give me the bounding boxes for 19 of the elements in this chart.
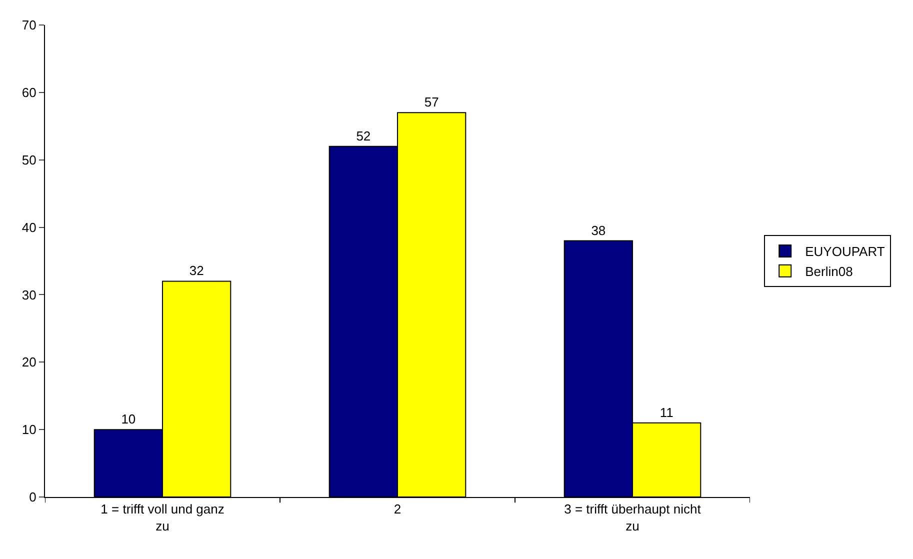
data-label: 52 — [356, 128, 371, 144]
data-label: 38 — [591, 222, 606, 238]
y-tick-label: 30 — [22, 287, 36, 302]
data-label: 10 — [121, 412, 136, 427]
x-tick-label: 2 — [394, 502, 402, 517]
y-tick-label: 50 — [22, 152, 36, 168]
y-tick-label: 40 — [22, 220, 36, 235]
data-label: 32 — [189, 263, 204, 278]
legend-label: Berlin08 — [805, 264, 853, 279]
y-tick-label: 10 — [22, 422, 36, 438]
y-tick-label: 20 — [22, 354, 36, 370]
y-tick-label: 70 — [22, 18, 36, 33]
x-tick-label: 1 = trifft voll und ganz zu — [100, 502, 224, 534]
x-tick-label: 3 = trifft überhaupt nicht zu — [564, 502, 702, 534]
y-tick-label: 60 — [22, 84, 36, 100]
y-tick-label: 0 — [29, 490, 36, 505]
data-label: 57 — [424, 94, 439, 110]
legend-label: EUYOUPART — [805, 244, 885, 260]
data-label: 11 — [660, 404, 674, 420]
